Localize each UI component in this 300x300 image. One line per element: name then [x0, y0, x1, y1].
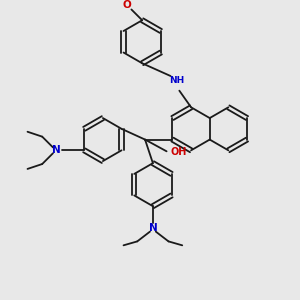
Text: NH: NH: [169, 76, 184, 85]
Text: N: N: [148, 223, 157, 233]
Text: OH: OH: [170, 147, 187, 157]
Text: N: N: [52, 145, 61, 155]
Text: O: O: [122, 0, 131, 10]
